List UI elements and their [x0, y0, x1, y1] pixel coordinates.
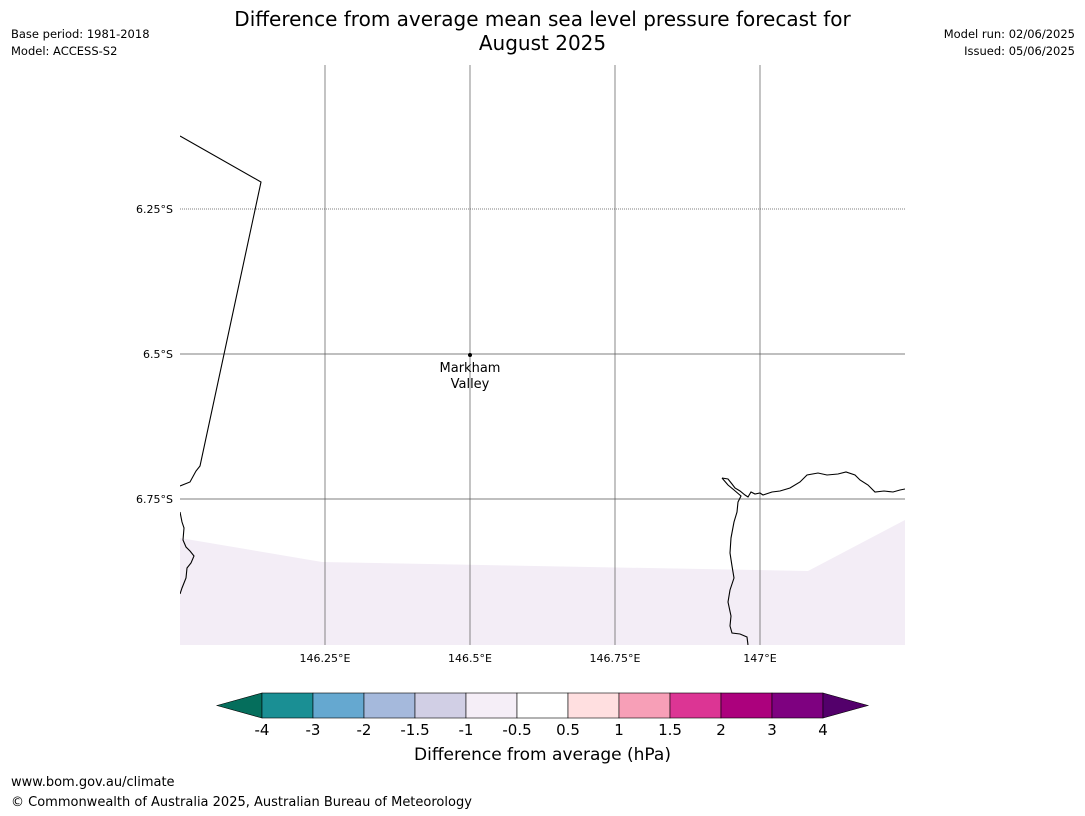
coastline-west [180, 511, 195, 595]
colorbar-tick-label: -1.5 [400, 721, 430, 739]
boundary-line [180, 135, 262, 487]
colorbar-segment [261, 692, 314, 719]
colorbar-segment [312, 692, 365, 719]
colorbar-tick-label: 3 [767, 721, 777, 739]
colorbar-segment [363, 692, 416, 719]
lat-label-6-5: 6.5°S [143, 348, 173, 361]
colorbar-tick-label: -3 [305, 721, 321, 739]
place-label-line-1: Markham [440, 361, 501, 376]
markham-valley-marker [468, 353, 472, 357]
footer-copyright: © Commonwealth of Australia 2025, Austra… [11, 795, 472, 810]
meta-right: Model run: 02/06/2025 Issued: 05/06/2025 [944, 26, 1075, 60]
colorbar-segment [618, 692, 671, 719]
colorbar-tick-label: 4 [818, 721, 828, 739]
colorbar-tick-label: -2 [356, 721, 372, 739]
colorbar-segment [669, 692, 722, 719]
coastline-east [721, 471, 905, 498]
colorbar-label: Difference from average (hPa) [414, 745, 671, 765]
issued-date: Issued: 05/06/2025 [964, 44, 1075, 58]
gridlines [180, 65, 905, 645]
lon-label-146-5: 146.5°E [448, 652, 492, 665]
base-period: Base period: 1981-2018 [11, 27, 150, 41]
title-line-2: August 2025 [478, 31, 607, 55]
map-title: Difference from average mean sea level p… [0, 7, 1085, 55]
colorbar-segment [720, 692, 773, 719]
colorbar-tick-label: 1.5 [658, 721, 682, 739]
colorbar-tick-label: 1 [614, 721, 624, 739]
colorbar-tick-label: 0.5 [556, 721, 580, 739]
coastlines [180, 135, 905, 645]
lon-label-147: 147°E [743, 652, 776, 665]
river [721, 477, 749, 645]
model-run: Model run: 02/06/2025 [943, 27, 1075, 41]
anomaly-fill-region [180, 520, 905, 645]
colorbar-segment [567, 692, 620, 719]
colorbar-segment [414, 692, 467, 719]
footer-url[interactable]: www.bom.gov.au/climate [11, 775, 175, 790]
colorbar-tick-label: -0.5 [502, 721, 532, 739]
colorbar-tick-label: 2 [716, 721, 726, 739]
place-label-line-2: Valley [451, 377, 490, 392]
model-name: Model: ACCESS-S2 [11, 44, 118, 58]
colorbar-segment [516, 692, 569, 719]
title-line-1: Difference from average mean sea level p… [234, 7, 851, 31]
colorbar-under-arrow [215, 692, 263, 719]
lon-label-146-75: 146.75°E [590, 652, 641, 665]
colorbar-tick-label: -1 [458, 721, 474, 739]
lat-label-6-75: 6.75°S [136, 493, 173, 506]
lat-label-6-25: 6.25°S [136, 203, 173, 216]
colorbar-segment [771, 692, 824, 719]
colorbar-segment [465, 692, 518, 719]
meta-left: Base period: 1981-2018 Model: ACCESS-S2 [11, 26, 150, 60]
colorbar-over-arrow [822, 692, 870, 719]
colorbar [215, 692, 870, 719]
colorbar-tick-label: -4 [254, 721, 270, 739]
lon-label-146-25: 146.25°E [300, 652, 351, 665]
